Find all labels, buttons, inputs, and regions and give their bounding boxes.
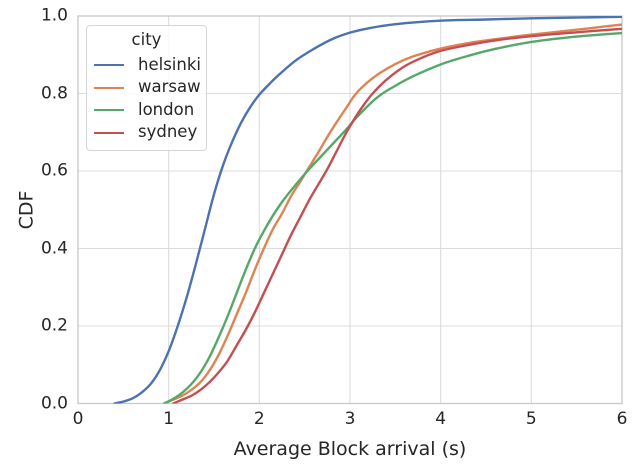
series-line-london	[162, 31, 622, 404]
legend-items: helsinki warsaw london sydney	[87, 54, 206, 144]
x-tick-label: 5	[525, 409, 537, 429]
x-axis-label: Average Block arrival (s)	[233, 438, 467, 460]
plot-spines	[77, 15, 623, 405]
series-line-warsaw	[162, 23, 622, 404]
legend-item-warsaw: warsaw	[87, 76, 206, 99]
legend-label: helsinki	[138, 54, 201, 74]
legend-item-london: london	[87, 99, 206, 122]
x-tick-label: 2	[253, 409, 265, 429]
legend-item-sydney: sydney	[87, 121, 206, 144]
series-line-helsinki	[113, 16, 622, 404]
y-tick-label: 0.8	[40, 83, 68, 103]
y-axis-label: CDF	[15, 190, 38, 230]
x-tick-label: 3	[344, 409, 356, 429]
legend-swatch-warsaw	[94, 86, 124, 89]
x-tick-label: 0	[72, 409, 84, 429]
y-tick-label: 0.0	[40, 393, 68, 413]
y-tick-label: 0.2	[40, 315, 68, 336]
x-tick-label: 6	[616, 409, 628, 429]
y-tick-label: 0.4	[40, 238, 68, 258]
legend-label: warsaw	[138, 77, 201, 97]
y-tick-label: 0.6	[40, 160, 68, 181]
legend-swatch-helsinki	[94, 63, 124, 66]
legend-label: london	[138, 99, 195, 119]
series-curves	[113, 16, 622, 404]
legend-swatch-london	[94, 109, 124, 112]
legend-label: sydney	[138, 122, 198, 142]
legend-item-helsinki: helsinki	[87, 54, 206, 77]
legend-swatch-sydney	[94, 131, 124, 134]
legend: city helsinki warsaw london sydney	[86, 25, 207, 151]
y-tick-label: 1.0	[40, 5, 68, 26]
x-tick-label: 4	[435, 409, 447, 429]
series-line-sydney	[172, 27, 622, 404]
legend-title: city	[131, 30, 162, 49]
x-tick-label: 1	[163, 409, 175, 429]
